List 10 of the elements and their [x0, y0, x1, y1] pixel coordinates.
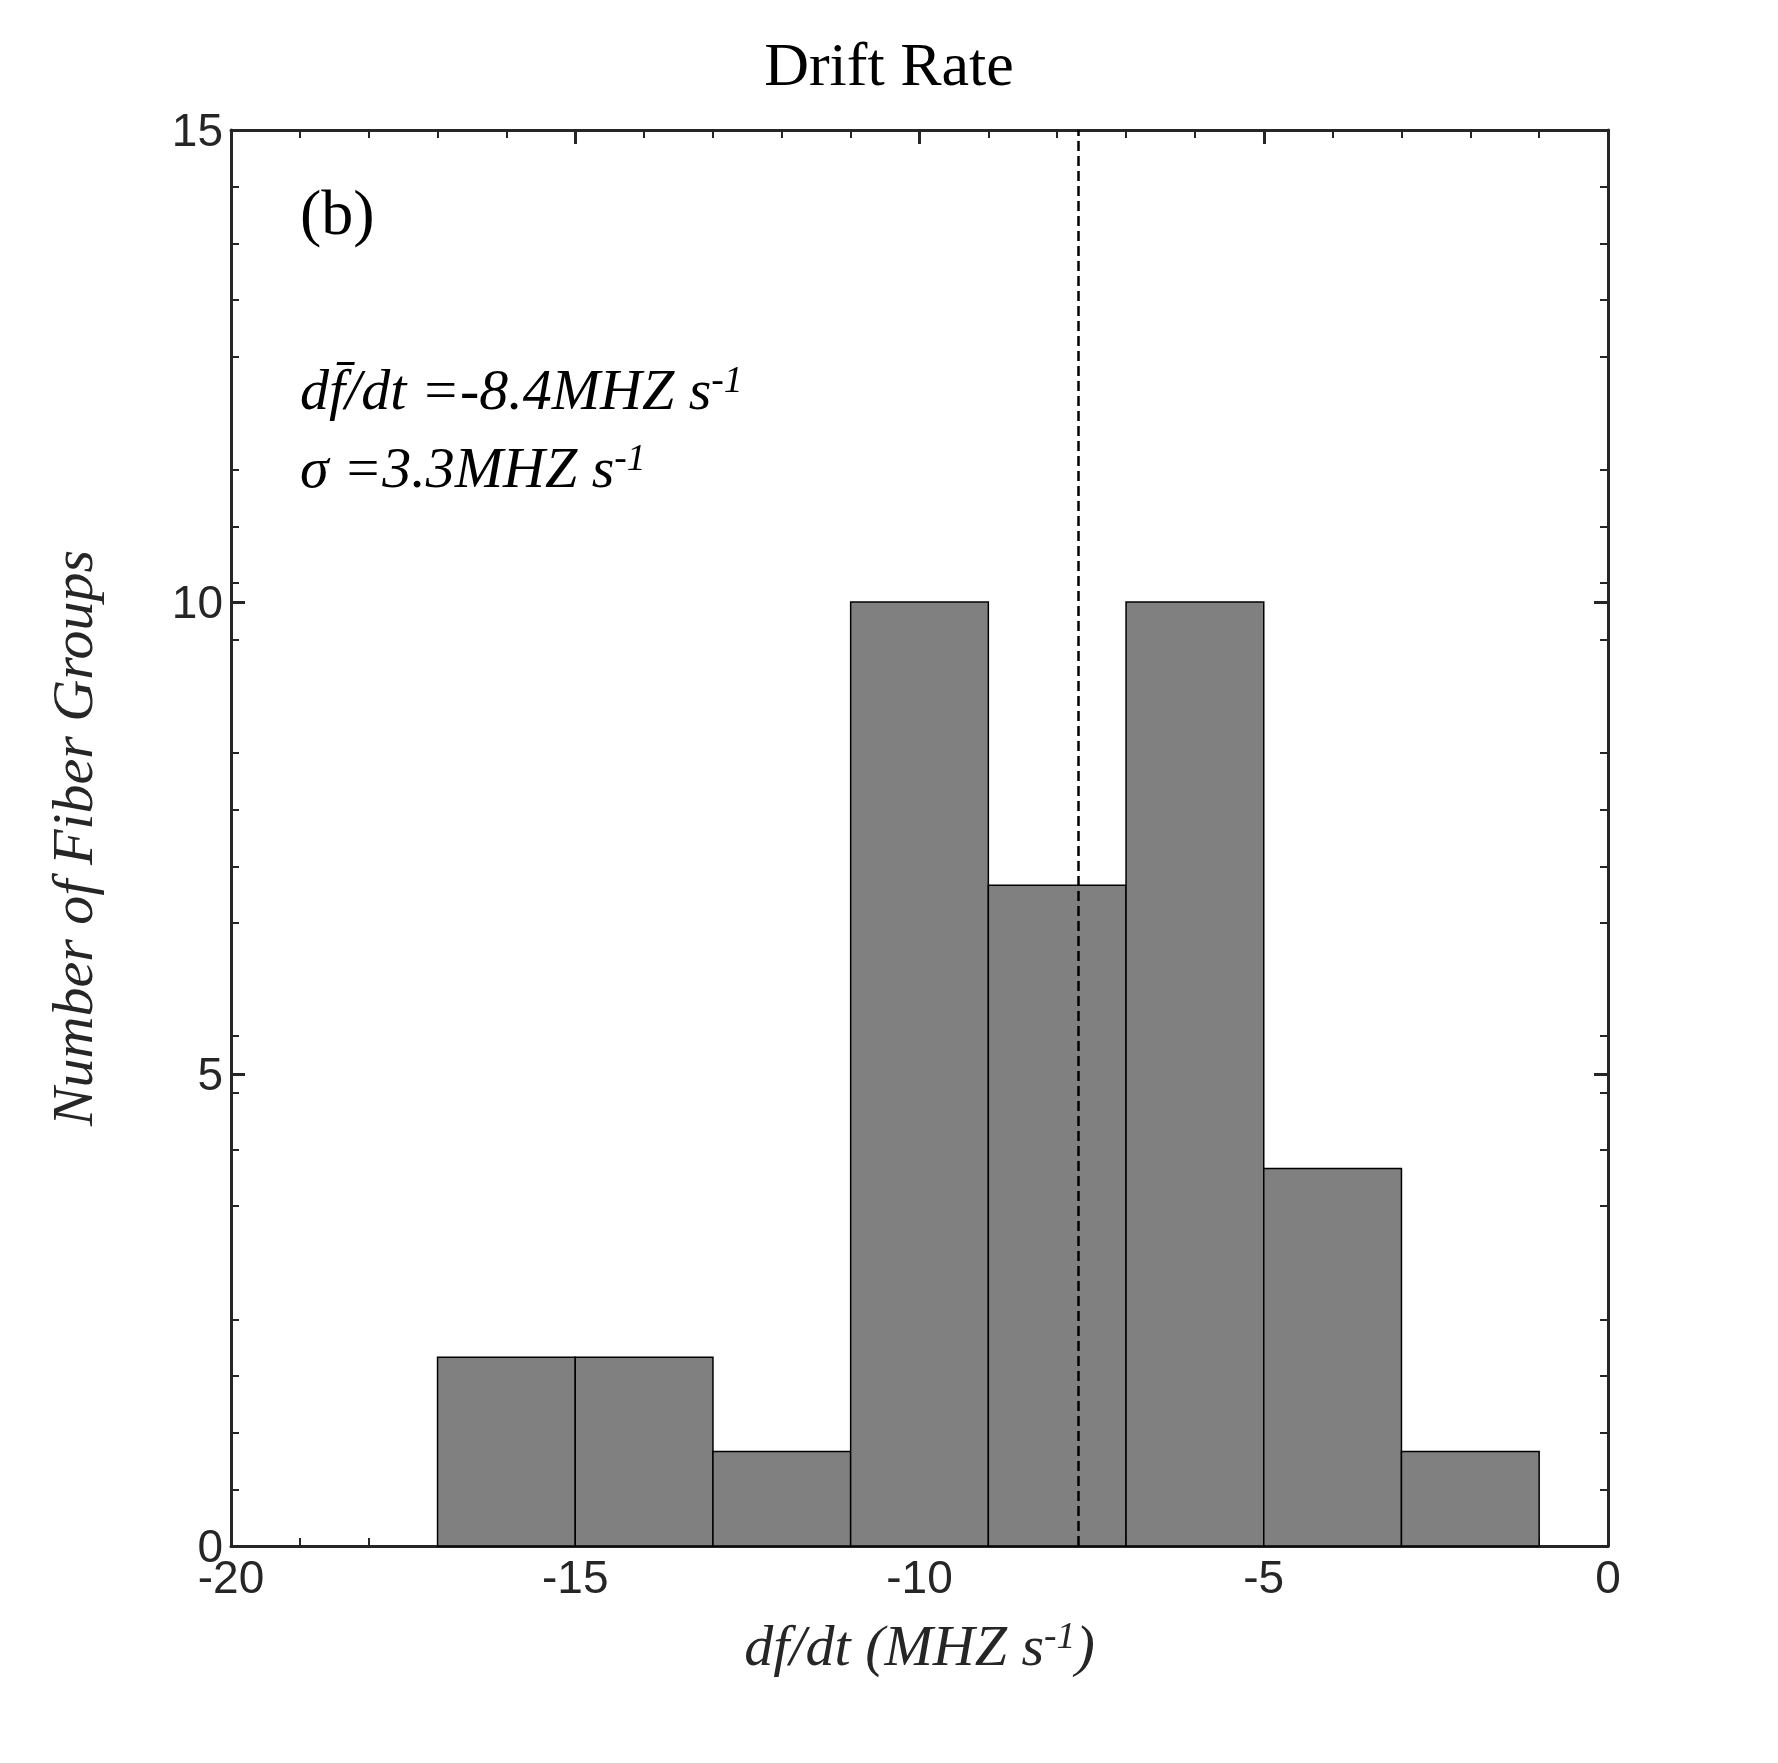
- x-tick-label: -10: [886, 1551, 953, 1603]
- x-tick-label: -5: [1243, 1551, 1285, 1603]
- annotation: (b): [300, 176, 375, 248]
- x-tick-label: -15: [542, 1551, 609, 1603]
- y-tick-label: 10: [171, 576, 223, 628]
- y-tick-label: 15: [171, 104, 223, 156]
- y-axis-title: Number of Fiber Groups: [39, 549, 105, 1128]
- chart-title: Drift Rate: [764, 30, 1014, 98]
- x-tick-label: 0: [1595, 1551, 1621, 1603]
- y-tick-label: 5: [197, 1048, 223, 1100]
